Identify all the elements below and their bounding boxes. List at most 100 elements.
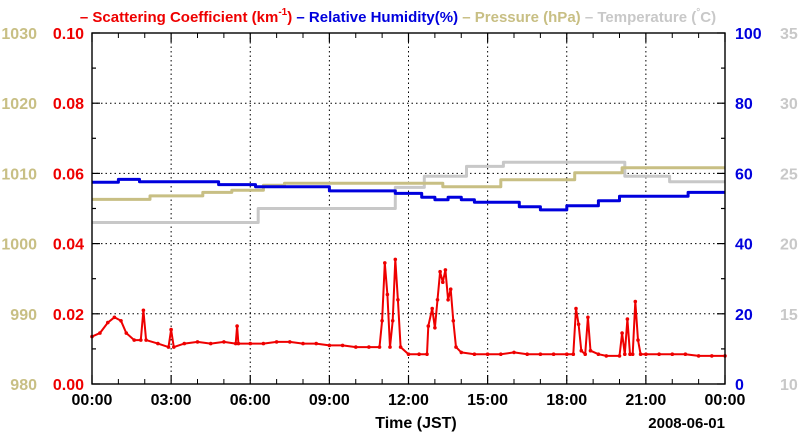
data-point xyxy=(132,338,136,342)
y-tick-label-pressure: 990 xyxy=(10,307,37,324)
data-point xyxy=(425,352,429,357)
data-point xyxy=(443,268,448,272)
y-tick-label-pressure: 1010 xyxy=(1,166,37,183)
legend-entry-close: ) xyxy=(287,9,292,26)
y-tick-label-scattering: 0.02 xyxy=(53,307,84,324)
data-point xyxy=(604,354,609,358)
y-tick-label-humidity: 0 xyxy=(735,377,744,394)
data-point xyxy=(327,343,332,348)
data-point xyxy=(579,348,584,353)
y-tick-label-scattering: 0.10 xyxy=(53,26,84,43)
data-point xyxy=(623,352,627,357)
data-point xyxy=(617,354,622,358)
data-point xyxy=(396,298,400,302)
y-tick-label-scattering: 0.04 xyxy=(53,237,84,254)
data-point xyxy=(628,352,632,357)
data-point xyxy=(451,319,456,323)
data-point xyxy=(630,352,635,357)
x-tick-label: 06:00 xyxy=(230,392,271,409)
data-point xyxy=(670,352,675,357)
data-point xyxy=(426,324,431,328)
data-point xyxy=(438,269,442,274)
data-point xyxy=(620,331,624,335)
series-layer xyxy=(90,160,727,358)
data-point xyxy=(388,345,392,349)
data-point xyxy=(459,350,464,355)
x-tick-label: 03:00 xyxy=(151,392,192,409)
data-point xyxy=(340,343,345,348)
data-point xyxy=(574,306,578,311)
data-point xyxy=(417,352,421,357)
legend-entry-close: C) xyxy=(700,9,716,26)
data-point xyxy=(565,352,569,357)
data-point xyxy=(596,352,601,357)
data-point xyxy=(380,319,384,323)
data-point xyxy=(98,331,102,335)
data-point xyxy=(644,352,648,357)
legend: – Scattering Coefficient (km-1) – Relati… xyxy=(80,7,716,26)
y-tick-label-humidity: 40 xyxy=(735,237,753,254)
axes-layer: 98099010001010102010300.000.020.040.060.… xyxy=(1,26,797,409)
data-point xyxy=(208,341,213,346)
data-point xyxy=(169,327,173,332)
legend-entry-label: – Scattering Coefficient (km xyxy=(80,9,278,26)
data-point xyxy=(354,345,358,349)
data-point xyxy=(446,298,450,302)
data-point xyxy=(625,317,630,321)
y-tick-label-pressure: 980 xyxy=(10,377,37,394)
data-point xyxy=(248,341,253,346)
x-tick-label: 21:00 xyxy=(625,392,666,409)
x-tick-label: 00:00 xyxy=(705,392,746,409)
data-point xyxy=(583,352,587,357)
data-point xyxy=(571,352,576,357)
series-line-relative-humidity xyxy=(92,177,725,212)
data-point xyxy=(588,348,593,353)
data-point xyxy=(633,299,638,304)
y-tick-label-scattering: 0.08 xyxy=(53,96,84,113)
series-line-scattering-coefficient xyxy=(91,258,725,357)
data-point xyxy=(106,320,110,325)
data-point xyxy=(696,354,701,358)
data-point xyxy=(441,280,445,285)
data-point xyxy=(236,341,241,346)
data-point xyxy=(377,345,382,349)
y-tick-label-pressure: 1000 xyxy=(1,237,37,254)
y-tick-label-pressure: 1020 xyxy=(1,96,37,113)
x-tick-label: 18:00 xyxy=(546,392,587,409)
data-point xyxy=(485,352,490,357)
data-point xyxy=(433,326,437,330)
data-point xyxy=(274,340,279,344)
y-tick-label-temperature: 30 xyxy=(780,96,798,113)
y-tick-label-humidity: 80 xyxy=(735,96,753,113)
data-point xyxy=(156,341,160,346)
data-point xyxy=(576,322,581,327)
data-point xyxy=(636,338,640,342)
data-point xyxy=(525,352,529,357)
data-point xyxy=(124,331,129,335)
data-point xyxy=(586,315,590,320)
data-point xyxy=(683,352,688,357)
legend-entry-superscript: ° xyxy=(696,7,700,18)
data-point xyxy=(472,352,477,357)
data-point xyxy=(435,298,440,302)
data-point xyxy=(406,352,411,357)
legend-text: – Scattering Coefficient (km-1) – Relati… xyxy=(80,7,716,26)
x-axis-title: Time (JST) xyxy=(375,415,457,432)
data-point xyxy=(314,341,319,346)
data-point xyxy=(195,340,200,344)
y-tick-label-temperature: 20 xyxy=(780,237,798,254)
data-point xyxy=(141,308,146,313)
data-point xyxy=(139,338,143,342)
data-point xyxy=(235,324,239,328)
data-point xyxy=(233,341,238,346)
data-point xyxy=(166,345,171,349)
y-tick-label-temperature: 15 xyxy=(780,307,798,324)
y-tick-label-temperature: 35 xyxy=(780,26,798,43)
y-tick-label-humidity: 20 xyxy=(735,307,753,324)
y-tick-label-temperature: 25 xyxy=(780,166,798,183)
y-tick-label-scattering: 0.06 xyxy=(53,166,84,183)
y-tick-label-scattering: 0.00 xyxy=(53,377,84,394)
y-tick-label-temperature: 10 xyxy=(780,377,798,394)
data-point xyxy=(393,257,398,262)
